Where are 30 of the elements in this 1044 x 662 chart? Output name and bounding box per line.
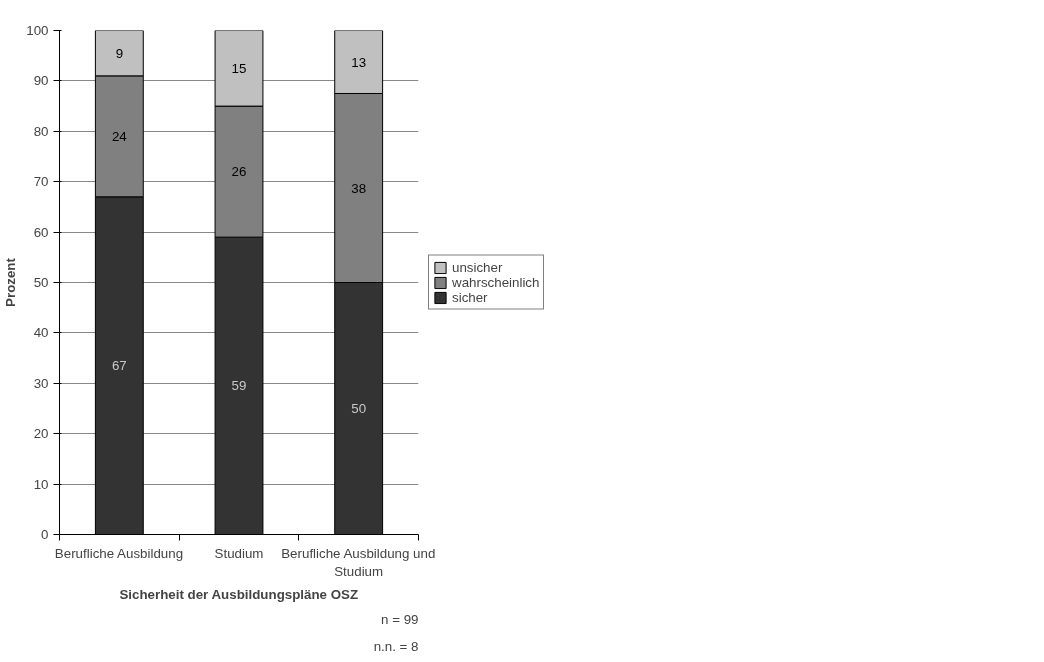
x-axis-title: Sicherheit der Ausbildungspläne OSZ (119, 586, 359, 602)
data-label: 24 (111, 128, 128, 144)
legend-label: sicher (452, 289, 488, 305)
data-label: 50 (351, 401, 367, 416)
legend-label: wahrscheinlich (452, 274, 540, 290)
data-label: 26 (231, 164, 247, 180)
data-label: 9 (115, 45, 124, 61)
y-tick-label: 30 (33, 375, 49, 391)
data-label: 67 (111, 358, 127, 374)
y-tick-label: 50 (33, 275, 49, 290)
y-tick-label: 60 (33, 224, 49, 240)
x-tick-label: Studium (214, 545, 264, 561)
y-tick-label: 10 (33, 476, 49, 492)
legend-label: unsicher (452, 259, 503, 275)
x-tick-label: Berufliche Ausbildung (54, 545, 184, 561)
x-tick-label: Berufliche Ausbildung und Studium (281, 545, 436, 579)
y-tick-label: 40 (33, 325, 49, 341)
y-tick-label: 90 (33, 73, 49, 89)
data-label: 15 (231, 60, 247, 76)
y-tick-label: 70 (33, 174, 49, 190)
data-label: 38 (351, 180, 367, 196)
y-tick-label: 100 (26, 23, 49, 38)
text: n = 99 (381, 611, 419, 627)
data-label: 59 (231, 378, 247, 394)
y-tick-label: 0 (41, 527, 49, 542)
data-label: 13 (351, 54, 367, 70)
text: n.n. = 8 (373, 638, 419, 654)
y-tick-label: 80 (33, 123, 49, 139)
y-tick-label: 20 (33, 426, 49, 442)
y-axis-title: Prozent (3, 257, 19, 307)
